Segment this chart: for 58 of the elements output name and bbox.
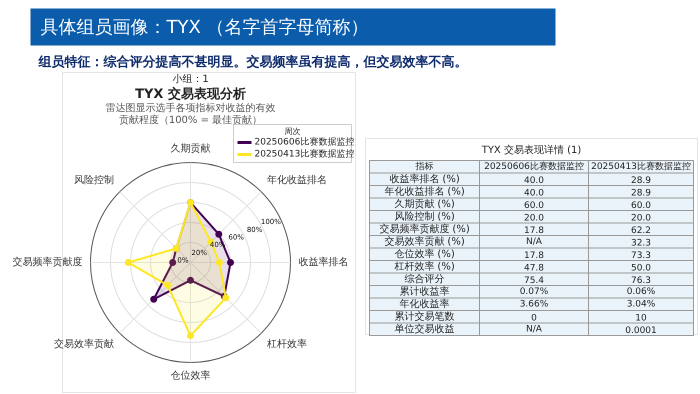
spoke-label: 年化收益排名 bbox=[266, 174, 327, 186]
category-label: 累计交易笔数 bbox=[394, 311, 454, 322]
text: 20.0 bbox=[524, 213, 544, 224]
category-label: 年化收益率 bbox=[400, 298, 450, 310]
category-label: 仓位效率 (%) bbox=[394, 248, 455, 260]
text: N/A bbox=[526, 236, 542, 247]
text: 0.0001 bbox=[625, 326, 657, 336]
text: 73.3 bbox=[630, 250, 652, 261]
category-label: 风险控制 (%) bbox=[394, 211, 455, 222]
text: 40.0 bbox=[524, 176, 544, 186]
spoke-label: 交易频率贡献度 bbox=[12, 256, 82, 268]
category-label: 杠杆效率 (%) bbox=[394, 261, 455, 272]
category-label: 年化收益排名 (%) bbox=[384, 186, 465, 198]
text: 组员特征：综合评分提高不甚明显。交易频率虽有提高，但交易效率不高。 bbox=[38, 54, 468, 70]
text: TYX 交易表现详情 (1) bbox=[480, 144, 582, 156]
text: 60.0 bbox=[630, 200, 652, 211]
spoke-label: 久期贡献 bbox=[170, 142, 210, 154]
category-label: 交易效率贡献 (%) bbox=[384, 236, 465, 248]
legend-title: 周次 bbox=[284, 127, 300, 136]
category-label: 综合评分 bbox=[404, 274, 444, 285]
text: 28.9 bbox=[630, 188, 652, 198]
text: 62.2 bbox=[630, 226, 652, 236]
text: 32.3 bbox=[630, 238, 652, 248]
text: 17.8 bbox=[524, 250, 544, 261]
text: 具体组员画像：TYX （名字首字母简称） bbox=[40, 17, 369, 38]
spoke-label: 收益率排名 bbox=[298, 256, 348, 268]
text: 60.0 bbox=[524, 200, 544, 211]
category-label: 20250413比赛数据监控 bbox=[591, 160, 691, 172]
category-label: 指标 bbox=[414, 160, 434, 172]
spoke-label: 风险控制 bbox=[74, 174, 114, 186]
text: 3.66% bbox=[520, 299, 548, 310]
spoke-label: 交易效率贡献 bbox=[54, 338, 114, 350]
spoke-label: 杠杆效率 bbox=[266, 338, 307, 350]
text: 47.8 bbox=[524, 263, 544, 274]
text: 0.07% bbox=[520, 286, 548, 297]
chart-title: TYX 交易表现分析 bbox=[135, 86, 246, 102]
text: N/A bbox=[526, 324, 542, 334]
text: 3.04% bbox=[626, 299, 656, 310]
text: 0 bbox=[531, 313, 537, 324]
text: 40.0 bbox=[524, 188, 544, 198]
category-label: 20250606比赛数据监控 bbox=[484, 160, 584, 172]
text: 28.9 bbox=[630, 176, 652, 186]
legend-label: 20250606比赛数据监控 bbox=[254, 136, 354, 148]
category-label: 收益率排名 (%) bbox=[389, 174, 460, 185]
text: 小组：1 bbox=[172, 73, 209, 85]
text: 50.0 bbox=[630, 263, 652, 274]
text: 0.06% bbox=[626, 286, 656, 297]
category-label: 单位交易收益 bbox=[394, 324, 454, 335]
category-label: 久期贡献 (%) bbox=[394, 198, 455, 210]
text: 10 bbox=[635, 313, 647, 324]
legend-label: 20250413比赛数据监控 bbox=[254, 148, 354, 160]
category-label: 交易频率贡献度 (%) bbox=[379, 224, 470, 235]
spoke-label: 仓位效率 bbox=[170, 370, 210, 382]
text: 20.0 bbox=[630, 213, 652, 224]
text: 76.3 bbox=[630, 276, 652, 286]
category-label: 累计收益率 bbox=[400, 286, 450, 298]
text: 17.8 bbox=[524, 226, 544, 236]
text: 75.4 bbox=[524, 276, 544, 286]
